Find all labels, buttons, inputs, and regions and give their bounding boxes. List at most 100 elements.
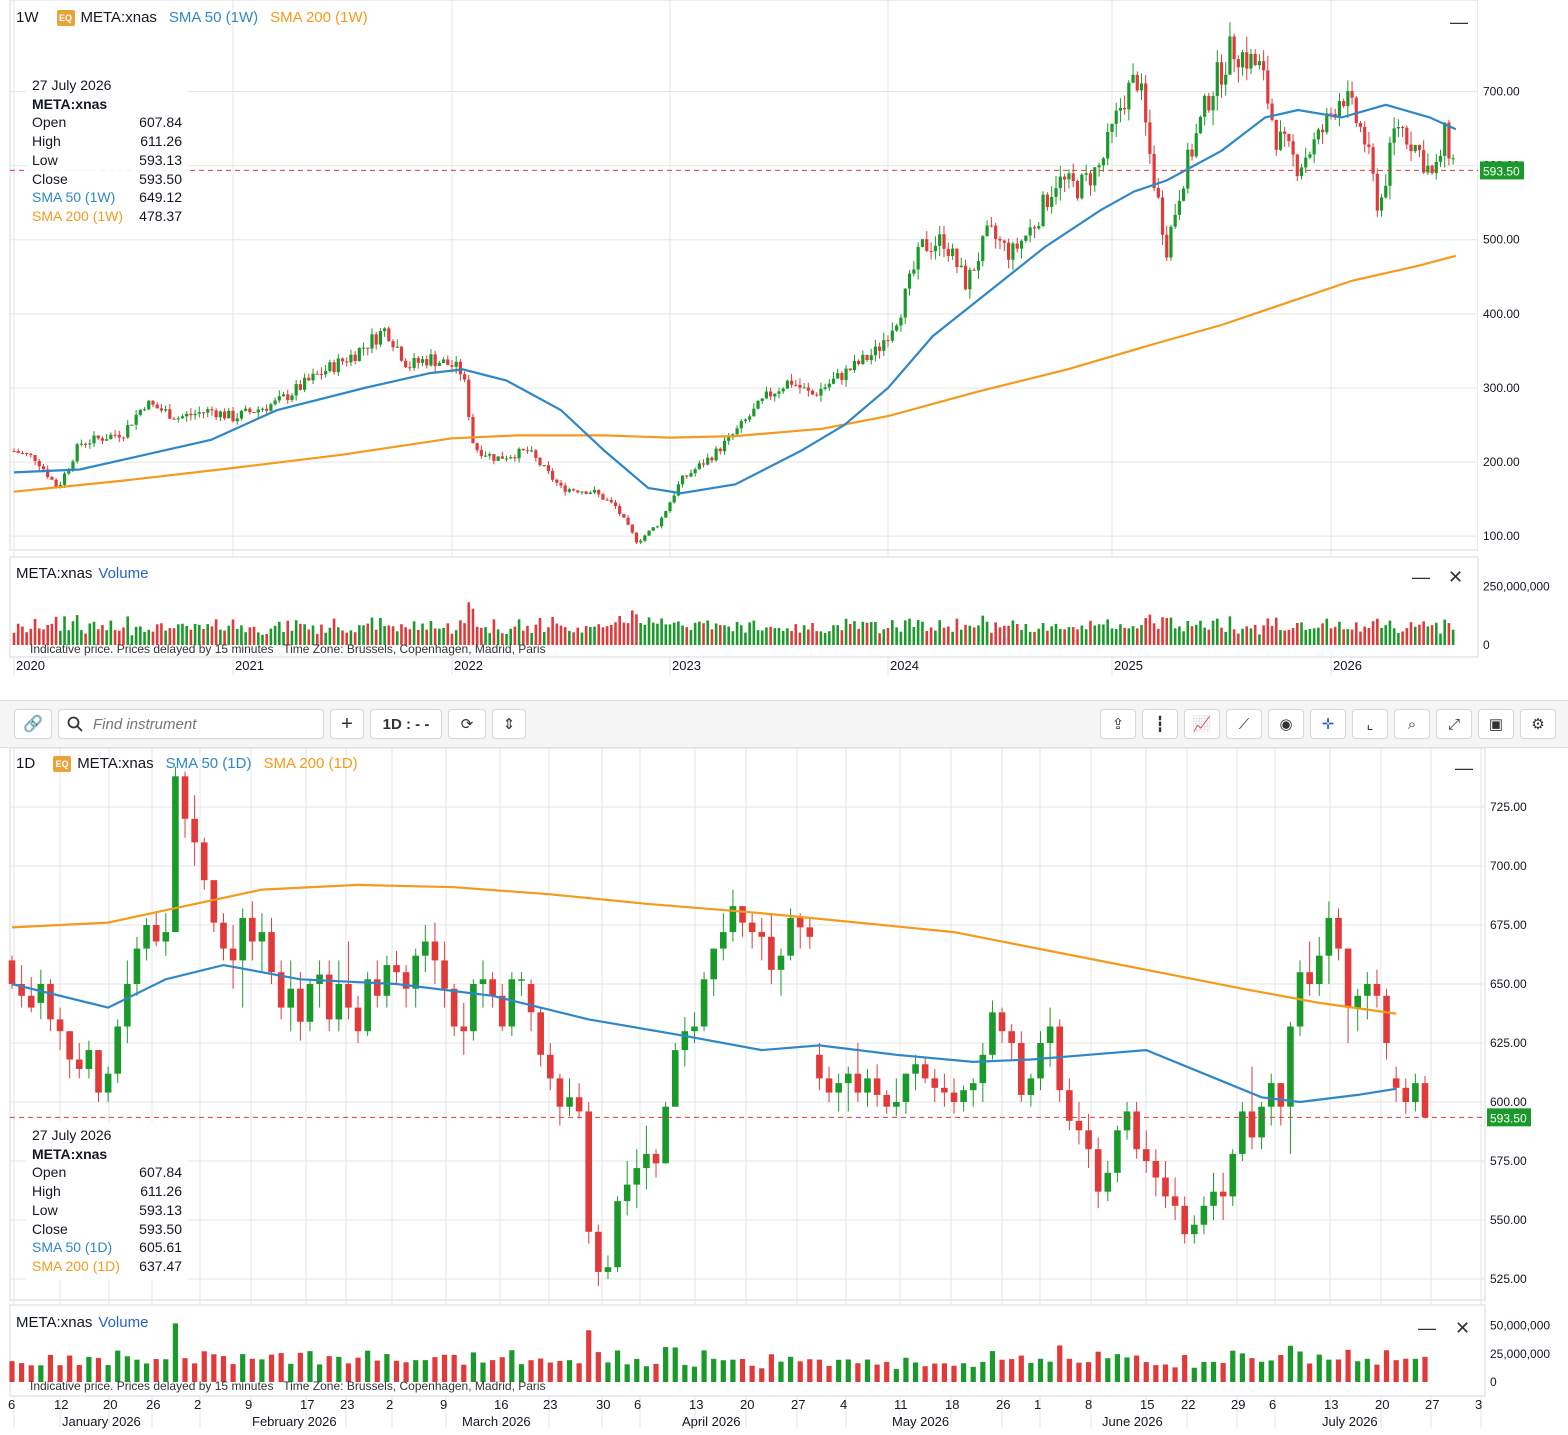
link-button[interactable]: 🔗 xyxy=(14,709,52,739)
weekly-volume-bar xyxy=(408,629,412,645)
weekly-candle-body xyxy=(981,236,985,262)
weekly-volume-bar xyxy=(67,630,71,645)
daily-candle-body xyxy=(143,925,150,949)
weekly-candle-body xyxy=(634,532,639,543)
weekly-volume-bar xyxy=(336,627,340,645)
weekly-volume-bar xyxy=(210,626,214,645)
daily-candle-body xyxy=(383,965,391,996)
weekly-candle-body xyxy=(214,410,218,418)
daily-candle-body xyxy=(575,1097,583,1112)
daily-volume-close-icon[interactable]: ✕ xyxy=(1455,1318,1471,1338)
daily-candle-body xyxy=(1354,995,1362,1008)
weekly-candle-body xyxy=(643,535,647,541)
daily-volume-bar xyxy=(1258,1361,1265,1382)
zoom-button[interactable]: ⌕ xyxy=(1394,709,1430,739)
daily-minimize-icon[interactable]: — xyxy=(1455,758,1473,778)
chart-type-button[interactable]: ┇ xyxy=(1142,709,1178,739)
daily-candle-body xyxy=(1133,1111,1140,1150)
zoom-icon: ⌕ xyxy=(1407,715,1417,733)
weekly-volume-bar xyxy=(1376,618,1379,645)
indicators-button[interactable]: 📈 xyxy=(1184,709,1220,739)
weekly-volume-bar xyxy=(442,627,445,645)
weekly-minimize-icon[interactable]: — xyxy=(1450,12,1468,32)
weekly-volume-bar xyxy=(214,619,218,645)
weekly-volume-bar xyxy=(798,632,802,645)
weekly-candle-body xyxy=(525,450,530,452)
daily-volume-bar xyxy=(1153,1365,1159,1382)
visibility-button[interactable]: ◉ xyxy=(1268,709,1304,739)
crosshair-button[interactable]: ✛ xyxy=(1310,709,1346,739)
weekly-candle-body xyxy=(668,502,672,512)
draw-line-button[interactable]: ⟋ xyxy=(1226,709,1262,739)
weekly-y-tick: 400.00 xyxy=(1483,307,1520,321)
settings-button[interactable]: ⚙ xyxy=(1520,709,1556,739)
compare-button[interactable]: ⇕ xyxy=(492,709,526,739)
weekly-candle-body xyxy=(710,457,714,461)
daily-candle-body xyxy=(710,948,717,980)
fullscreen-button[interactable]: ⤢ xyxy=(1436,709,1472,739)
weekly-legend: 1W EQ META:xnas SMA 50 (1W) SMA 200 (1W) xyxy=(16,9,368,26)
daily-candle-body xyxy=(1200,1205,1208,1225)
weekly-candle-body xyxy=(1067,173,1071,180)
daily-candle-body xyxy=(1402,1087,1410,1102)
weekly-volume-close-icon[interactable]: ✕ xyxy=(1448,567,1464,587)
weekly-price-chart[interactable]: 700.00600.00500.00400.00300.00200.00100.… xyxy=(0,0,1568,690)
weekly-volume-minimize-icon[interactable]: — xyxy=(1412,567,1430,587)
weekly-volume-bar xyxy=(828,631,831,645)
weekly-candle-body xyxy=(571,489,576,491)
find-instrument-input[interactable] xyxy=(91,714,315,734)
daily-volume-minimize-icon[interactable]: — xyxy=(1418,1318,1436,1338)
find-instrument-search[interactable] xyxy=(58,709,324,739)
daily-volume-bar xyxy=(19,1363,25,1382)
weekly-volume-bar xyxy=(303,624,306,645)
weekly-volume-bar xyxy=(706,620,710,645)
weekly-candle-body xyxy=(597,489,601,495)
weekly-candle-body xyxy=(1375,173,1379,211)
weekly-volume-bar xyxy=(1346,629,1350,645)
daily-x-tick: 2 xyxy=(194,1397,201,1412)
weekly-volume-bar xyxy=(777,627,781,645)
interval-selector[interactable]: 1D : - - xyxy=(370,709,442,739)
weekly-candle-body xyxy=(71,461,75,469)
weekly-volume-bar xyxy=(1076,629,1079,645)
weekly-candle-body xyxy=(1228,36,1232,75)
weekly-candle-body xyxy=(1379,197,1384,211)
daily-candle-body xyxy=(537,1012,544,1055)
weekly-volume-bar xyxy=(823,632,827,645)
daily-volume-label[interactable]: Volume xyxy=(98,1314,149,1331)
daily-candle-body xyxy=(258,932,266,942)
weekly-sma200-label[interactable]: SMA 200 (1W) xyxy=(270,9,368,26)
weekly-candle-body xyxy=(946,248,950,256)
weekly-candle-body xyxy=(722,440,727,452)
daily-interval[interactable]: 1D xyxy=(16,755,36,772)
weekly-volume-bar xyxy=(1110,628,1114,645)
daily-candle-body xyxy=(748,922,756,933)
add-instrument-button[interactable]: + xyxy=(330,709,364,739)
weekly-volume-bar xyxy=(1067,627,1071,645)
ohlc-close-value: 593.50 xyxy=(139,1220,182,1237)
daily-candle-body xyxy=(162,932,170,942)
snapshot-button[interactable]: ▣ xyxy=(1478,709,1514,739)
daily-volume-bar xyxy=(903,1357,909,1382)
ohlc-symbol: META:xnas xyxy=(32,95,108,112)
daily-volume-bar xyxy=(711,1358,717,1382)
daily-sma50-label[interactable]: SMA 50 (1D) xyxy=(165,755,252,772)
weekly-candle-body xyxy=(660,517,664,527)
weekly-volume-label[interactable]: Volume xyxy=(98,565,149,582)
weekly-volume-bar xyxy=(990,632,993,645)
share-button[interactable]: ⇪ xyxy=(1100,709,1136,739)
daily-volume-bar xyxy=(672,1347,678,1382)
daily-volume-bar xyxy=(9,1361,15,1382)
daily-volume-bar xyxy=(614,1350,621,1382)
daily-candle-body xyxy=(1315,955,1323,984)
weekly-volume-legend: META:xnas Volume xyxy=(16,565,148,582)
weekly-candle-body xyxy=(584,491,588,494)
scale-button[interactable]: ⌞ xyxy=(1352,709,1388,739)
weekly-candle-body xyxy=(1148,122,1152,154)
weekly-candle-body xyxy=(1114,110,1118,124)
daily-sma200-label[interactable]: SMA 200 (1D) xyxy=(263,755,358,772)
weekly-interval[interactable]: 1W xyxy=(16,9,39,26)
daily-price-chart[interactable]: 725.00 700.00 675.00 650.00 625.00 600.00 575.… xyxy=(0,748,1568,1435)
weekly-sma50-label[interactable]: SMA 50 (1W) xyxy=(168,9,259,26)
refresh-button[interactable]: ⟳ xyxy=(448,709,486,739)
